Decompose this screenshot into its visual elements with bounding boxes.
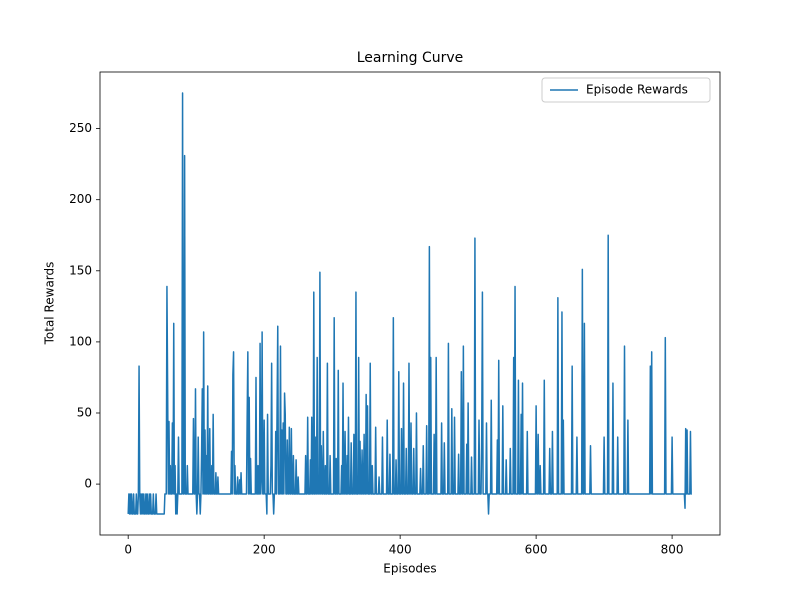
data-line xyxy=(127,92,692,515)
x-tick-label: 200 xyxy=(253,543,276,557)
x-tick-label: 800 xyxy=(661,543,684,557)
x-tick-label: 600 xyxy=(525,543,548,557)
y-tick-label: 150 xyxy=(69,263,92,277)
x-tick-label: 0 xyxy=(124,543,132,557)
y-tick-label: 50 xyxy=(77,405,92,419)
x-axis-label: Episodes xyxy=(383,562,436,576)
legend-label: Episode Rewards xyxy=(586,83,688,97)
y-tick-label: 0 xyxy=(84,477,92,491)
chart-title: Learning Curve xyxy=(357,50,464,66)
y-tick-label: 250 xyxy=(69,121,92,135)
x-tick-label: 400 xyxy=(389,543,412,557)
y-tick-label: 200 xyxy=(69,192,92,206)
legend-box xyxy=(541,77,711,103)
axes-frame xyxy=(99,71,721,536)
y-tick-label: 100 xyxy=(69,334,92,348)
y-axis-label: Total Rewards xyxy=(43,262,57,346)
